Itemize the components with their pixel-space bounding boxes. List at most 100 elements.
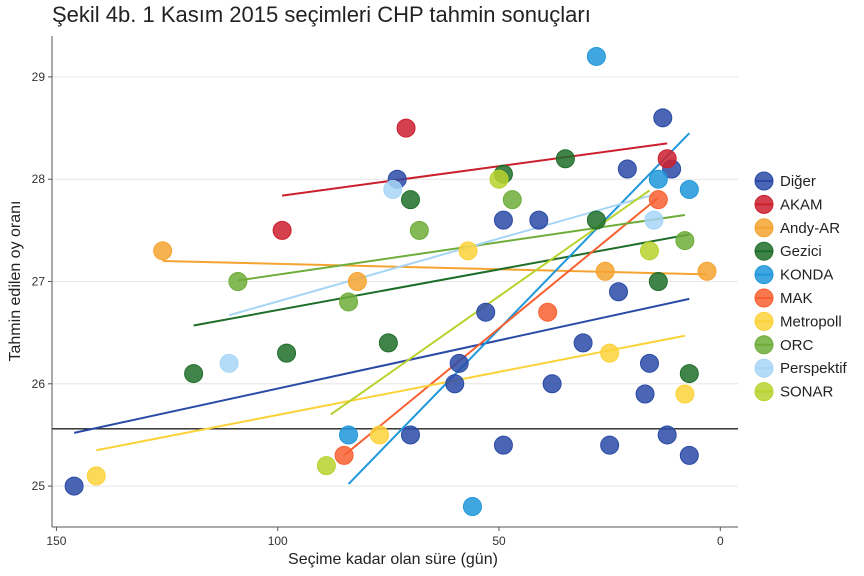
data-point-metropoll bbox=[370, 425, 390, 445]
legend-label: KONDA bbox=[780, 267, 833, 284]
trend-line-metropoll bbox=[96, 334, 686, 452]
data-point-andy-ar bbox=[697, 261, 717, 281]
x-tick-label: 150 bbox=[46, 534, 66, 548]
data-point-akam bbox=[396, 118, 416, 138]
data-point-perspektif bbox=[644, 210, 664, 230]
legend-label: Andy-AR bbox=[780, 220, 840, 237]
legend-label: Perspektif bbox=[780, 360, 848, 377]
data-point-orc bbox=[409, 220, 429, 240]
data-point-diger bbox=[400, 425, 420, 445]
data-point-diger bbox=[657, 425, 677, 445]
legend-item-mak: MAK bbox=[754, 288, 813, 308]
legend-item-perspektif: Perspektif bbox=[754, 358, 848, 378]
data-point-metropoll bbox=[675, 384, 695, 404]
trend-line-perspektif bbox=[228, 193, 655, 317]
trend-line-mak bbox=[343, 196, 659, 457]
data-point-akam bbox=[272, 220, 292, 240]
y-tick-label: 27 bbox=[32, 275, 46, 289]
data-point-diger bbox=[64, 476, 84, 496]
data-point-sonar bbox=[489, 169, 509, 189]
data-point-diger bbox=[449, 353, 469, 373]
data-point-gezici bbox=[586, 210, 606, 230]
y-tick-label: 29 bbox=[32, 70, 46, 84]
data-point-metropoll bbox=[600, 343, 620, 363]
data-point-diger bbox=[529, 210, 549, 230]
chart-title: Şekil 4b. 1 Kasım 2015 seçimleri CHP tah… bbox=[52, 2, 591, 27]
legend-label: ORC bbox=[780, 337, 814, 354]
data-point-diger bbox=[639, 353, 659, 373]
data-point-metropoll bbox=[458, 241, 478, 261]
data-point-akam bbox=[657, 149, 677, 169]
legend-label: Diğer bbox=[780, 173, 816, 190]
y-tick-label: 26 bbox=[32, 377, 46, 391]
x-tick-label: 0 bbox=[717, 534, 724, 548]
data-point-sonar bbox=[316, 456, 336, 476]
data-point-mak bbox=[648, 190, 668, 210]
data-point-gezici bbox=[378, 333, 398, 353]
data-point-diger bbox=[445, 374, 465, 394]
data-point-andy-ar bbox=[595, 261, 615, 281]
legend-label: Metropoll bbox=[780, 313, 842, 330]
grid-layer bbox=[52, 76, 738, 487]
x-tick-label: 50 bbox=[492, 534, 506, 548]
data-point-diger bbox=[679, 445, 699, 465]
legend-item-diger: Diğer bbox=[754, 171, 816, 191]
legend-item-sonar: SONAR bbox=[754, 382, 834, 402]
data-point-metropoll bbox=[86, 466, 106, 486]
data-point-diger bbox=[609, 282, 629, 302]
legend: Diğer AKAM Andy-AR Gezici KONDA MAK Metropoll O… bbox=[754, 171, 848, 402]
data-point-andy-ar bbox=[153, 241, 173, 261]
data-point-perspektif bbox=[383, 179, 403, 199]
y-tick-label: 28 bbox=[32, 172, 46, 186]
data-point-diger bbox=[617, 159, 637, 179]
data-point-diger bbox=[573, 333, 593, 353]
data-point-orc bbox=[228, 272, 248, 291]
legend-label: SONAR bbox=[780, 384, 834, 401]
data-point-mak bbox=[538, 302, 558, 322]
legend-item-akam: AKAM bbox=[754, 194, 823, 214]
data-point-konda bbox=[679, 179, 699, 199]
x-tick-label: 100 bbox=[268, 534, 288, 548]
data-point-orc bbox=[502, 190, 522, 210]
x-axis-title: Seçime kadar olan süre (gün) bbox=[288, 551, 498, 568]
data-point-diger bbox=[476, 302, 496, 322]
data-point-perspektif bbox=[219, 353, 239, 373]
data-point-konda bbox=[648, 169, 668, 189]
data-point-gezici bbox=[184, 364, 204, 384]
points-layer bbox=[64, 46, 717, 517]
data-point-gezici bbox=[648, 272, 668, 291]
trend-line-andy-ar bbox=[162, 260, 708, 276]
data-point-konda bbox=[339, 425, 359, 445]
data-point-orc bbox=[339, 292, 359, 312]
data-point-andy-ar bbox=[347, 272, 367, 291]
axis-layer: Tahmin edilen oy oranı Seçime kadar olan… bbox=[7, 36, 738, 568]
data-point-konda bbox=[586, 46, 606, 66]
data-point-gezici bbox=[555, 149, 575, 169]
trend-layer bbox=[73, 132, 708, 485]
legend-label: Gezici bbox=[780, 243, 822, 260]
trend-line-diger bbox=[73, 297, 690, 434]
trend-line-konda bbox=[347, 132, 691, 485]
y-tick-label: 25 bbox=[32, 479, 46, 493]
data-point-sonar bbox=[639, 241, 659, 261]
trend-line-gezici bbox=[193, 233, 690, 327]
data-point-diger bbox=[493, 210, 513, 230]
data-point-orc bbox=[675, 231, 695, 251]
data-point-gezici bbox=[277, 343, 297, 363]
legend-label: MAK bbox=[780, 290, 813, 307]
data-point-diger bbox=[493, 435, 513, 455]
data-point-konda bbox=[462, 497, 482, 517]
data-point-gezici bbox=[679, 364, 699, 384]
data-point-diger bbox=[542, 374, 562, 394]
legend-label: AKAM bbox=[780, 196, 823, 213]
legend-item-konda: KONDA bbox=[754, 265, 833, 285]
trend-line-akam bbox=[282, 142, 668, 197]
data-point-mak bbox=[334, 445, 354, 465]
legend-item-metropoll: Metropoll bbox=[754, 311, 842, 331]
data-point-diger bbox=[653, 108, 673, 128]
legend-item-andy-ar: Andy-AR bbox=[754, 218, 840, 238]
legend-item-gezici: Gezici bbox=[754, 241, 822, 261]
y-axis-title: Tahmin edilen oy oranı bbox=[7, 201, 24, 362]
